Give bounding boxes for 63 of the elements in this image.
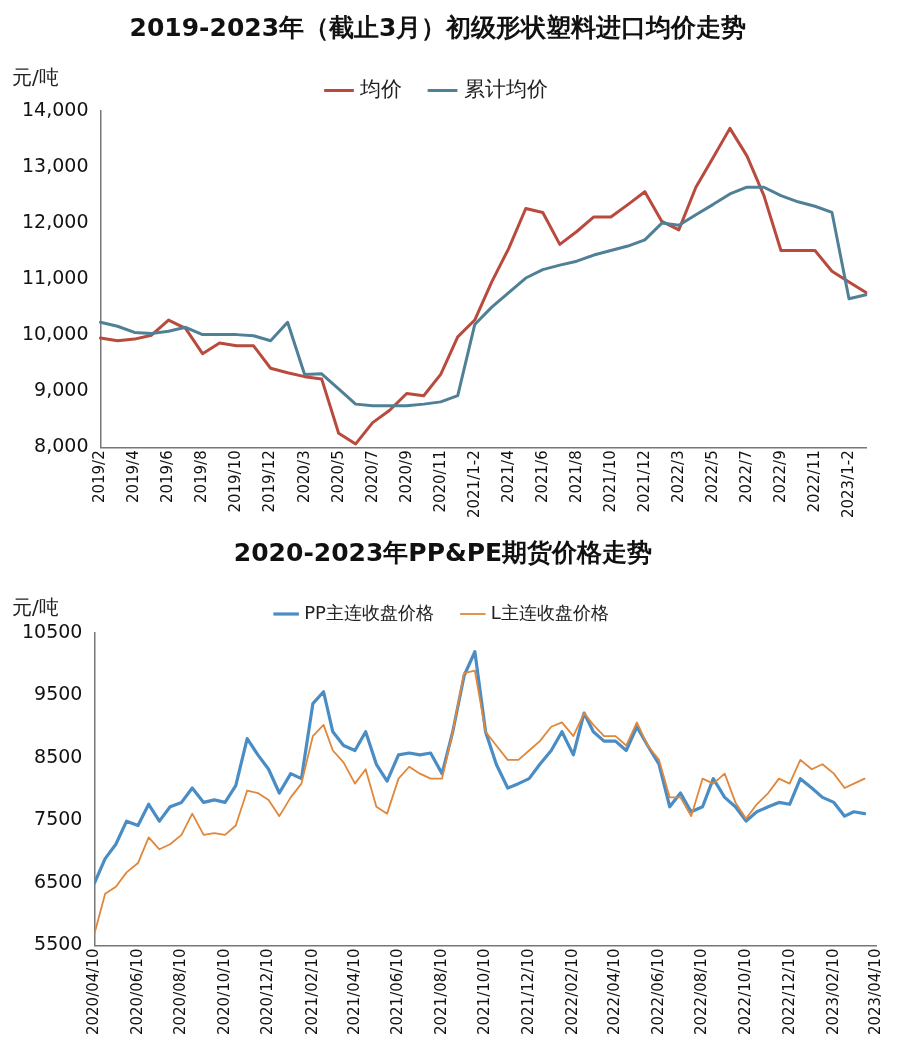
- legend-label: 均价: [359, 76, 402, 101]
- x-tick-label: 2023/04/10: [865, 948, 884, 1036]
- y-axis-title: 元/吨: [12, 65, 59, 90]
- x-tick-label: 2020/06/10: [127, 948, 146, 1036]
- x-tick-label: 2020/9: [396, 450, 415, 504]
- legend-label: L主连收盘价格: [490, 601, 609, 623]
- x-tick-label: 2020/3: [294, 450, 313, 504]
- x-tick-label: 2020/04/10: [84, 948, 103, 1036]
- x-tick-label: 2021/8: [566, 450, 585, 504]
- x-tick-label: 2022/12/10: [779, 948, 798, 1036]
- x-tick-label: 2021/6: [532, 450, 551, 504]
- y-tick-label: 7500: [34, 807, 83, 830]
- y-tick-label: 10,000: [22, 322, 89, 345]
- x-tick-label: 2021/06/10: [388, 948, 407, 1036]
- x-tick-label: 2021/10/10: [475, 948, 494, 1036]
- y-axis-title: 元/吨: [12, 595, 59, 620]
- x-tick-label: 2022/04/10: [605, 948, 624, 1036]
- legend-label: PP主连收盘价格: [304, 601, 434, 623]
- x-tick-label: 2023/1-2: [838, 450, 857, 519]
- x-tick-label: 2021/12/10: [519, 948, 538, 1036]
- y-tick-label: 5500: [34, 932, 83, 955]
- x-tick-label: 2022/5: [702, 450, 721, 504]
- x-tick-label: 2022/7: [736, 450, 755, 504]
- x-tick-label: 2020/5: [328, 450, 347, 504]
- x-tick-label: 2022/11: [804, 450, 823, 513]
- x-tick-label: 2021/02/10: [302, 948, 321, 1036]
- x-tick-label: 2022/10/10: [735, 948, 754, 1036]
- y-tick-label: 9,000: [34, 378, 89, 401]
- y-tick-label: 8,000: [34, 434, 89, 457]
- x-tick-label: 2023/02/10: [823, 948, 842, 1036]
- x-tick-label: 2021/04/10: [344, 948, 363, 1036]
- x-tick-label: 2019/12: [260, 450, 279, 513]
- x-tick-label: 2020/7: [362, 450, 381, 504]
- legend-label: 累计均价: [463, 76, 548, 101]
- y-tick-label: 10500: [21, 619, 83, 642]
- x-tick-label: 2022/02/10: [563, 948, 582, 1036]
- y-tick-label: 13,000: [22, 153, 89, 176]
- x-tick-label: 2022/3: [668, 450, 687, 504]
- y-tick-label: 9500: [34, 682, 83, 705]
- y-tick-label: 8500: [34, 744, 83, 767]
- x-tick-label: 2021/10: [600, 450, 619, 513]
- x-tick-label: 2020/10/10: [214, 948, 233, 1036]
- y-tick-label: 12,000: [22, 210, 89, 233]
- chart-title: 2019-2023年（截止3月）初级形状塑料进口均价走势: [129, 12, 747, 42]
- x-tick-label: 2021/4: [498, 450, 517, 504]
- x-tick-label: 2022/06/10: [648, 948, 667, 1036]
- chart-title: 2020-2023年PP&PE期货价格走势: [233, 537, 653, 567]
- x-tick-label: 2019/2: [90, 450, 109, 504]
- x-tick-label: 2019/8: [192, 450, 211, 504]
- x-tick-label: 2019/4: [124, 450, 143, 504]
- x-tick-label: 2021/12: [634, 450, 653, 513]
- x-tick-label: 2022/9: [770, 450, 789, 504]
- x-tick-label: 2020/12/10: [258, 948, 277, 1036]
- x-tick-label: 2019/6: [158, 450, 177, 504]
- y-tick-label: 6500: [34, 869, 83, 892]
- x-tick-label: 2020/11: [430, 450, 449, 513]
- x-tick-label: 2022/08/10: [692, 948, 711, 1036]
- y-tick-label: 11,000: [22, 266, 89, 289]
- x-tick-label: 2021/08/10: [431, 948, 450, 1036]
- x-tick-label: 2019/10: [226, 450, 245, 513]
- y-tick-label: 14,000: [22, 97, 89, 120]
- x-tick-label: 2020/08/10: [171, 948, 190, 1036]
- x-tick-label: 2021/1-2: [464, 450, 483, 519]
